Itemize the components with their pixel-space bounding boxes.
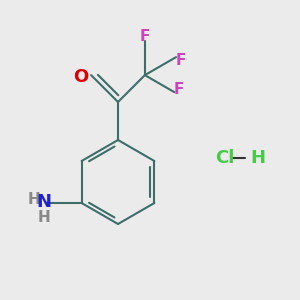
Text: H: H xyxy=(37,209,50,224)
Text: Cl: Cl xyxy=(215,149,234,167)
Text: H: H xyxy=(250,149,265,167)
Text: H: H xyxy=(27,193,40,208)
Text: F: F xyxy=(176,52,186,68)
Text: O: O xyxy=(74,68,89,86)
Text: F: F xyxy=(140,28,150,44)
Text: N: N xyxy=(36,193,51,211)
Text: F: F xyxy=(173,82,184,97)
